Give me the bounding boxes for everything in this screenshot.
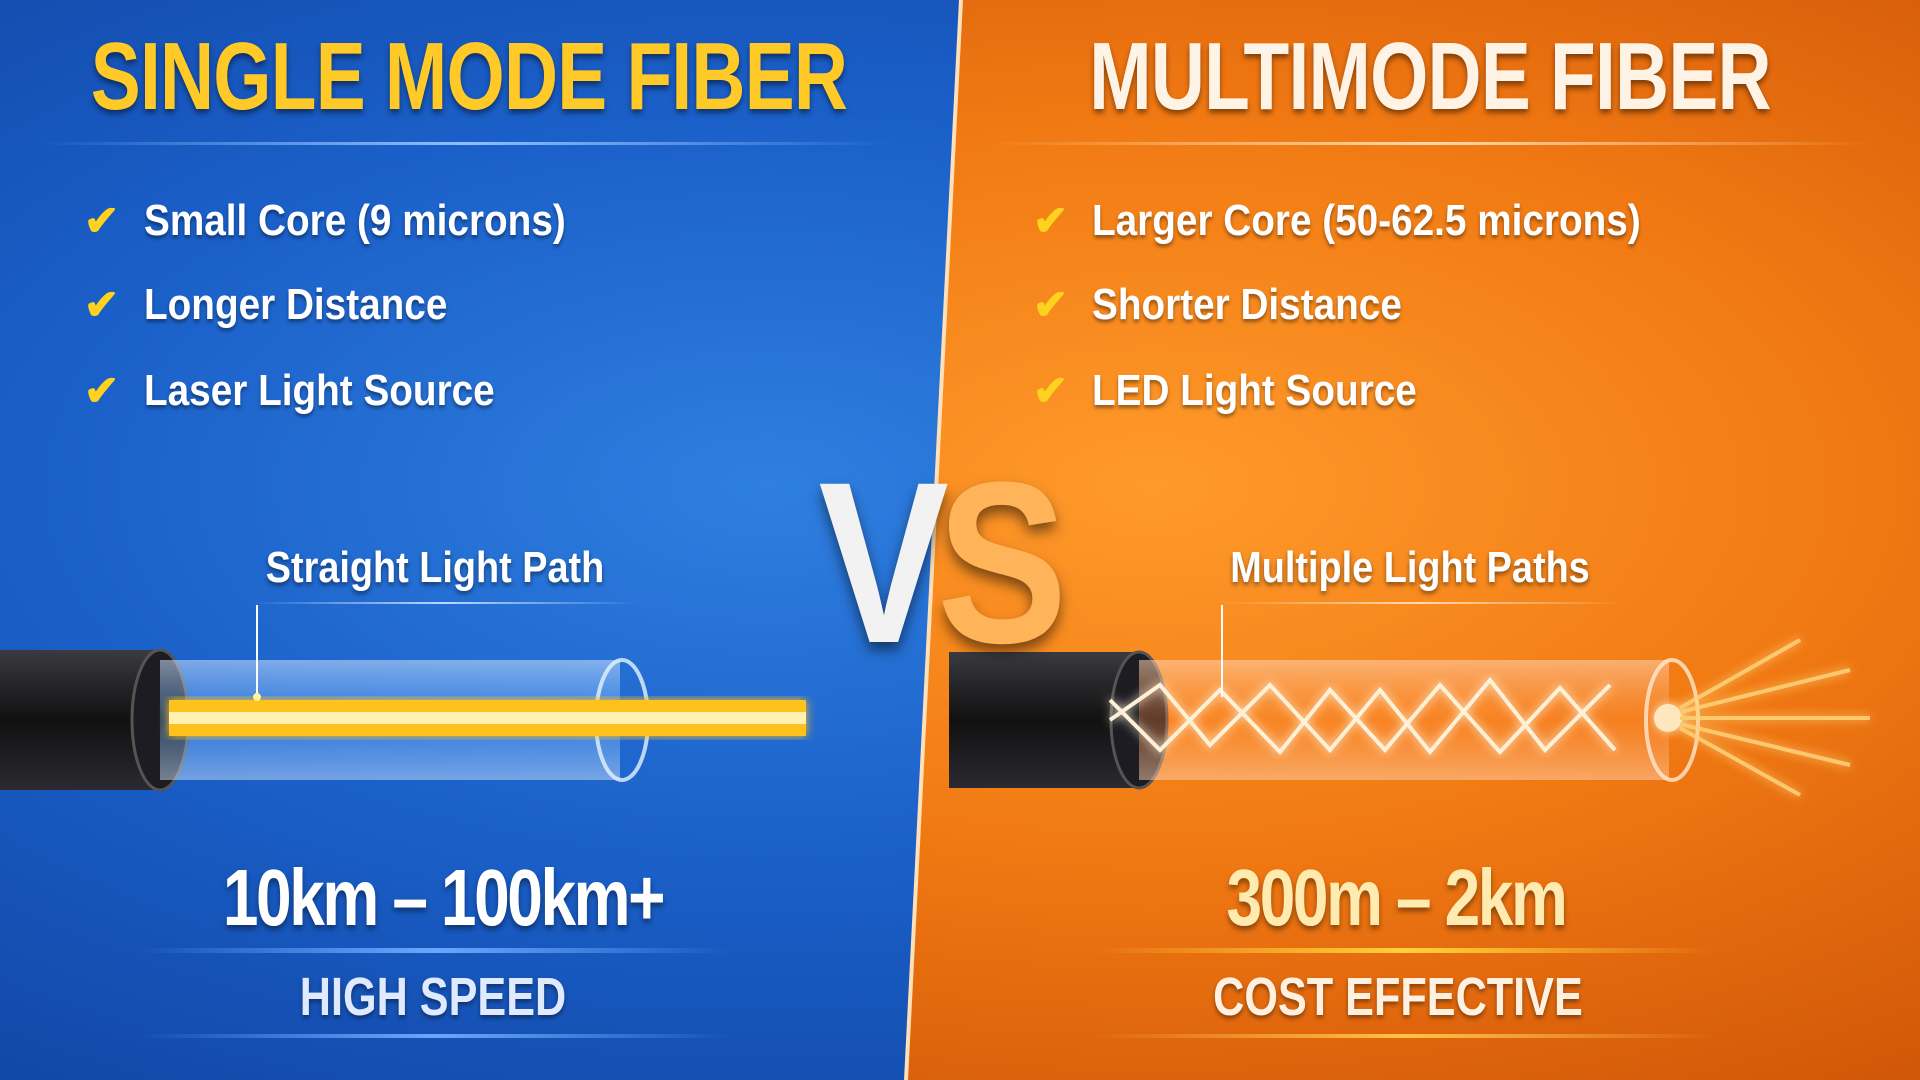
checkmark-icon: ✔	[1033, 281, 1069, 328]
label-underline	[250, 602, 640, 604]
checkmark-icon: ✔	[84, 197, 120, 244]
cost-effective-tag: COST EFFECTIVE	[1213, 967, 1583, 1027]
single-mode-title: SINGLE MODE FIBER	[90, 23, 848, 130]
bullet-item: LED Light Source	[1092, 366, 1417, 415]
label-underline	[1215, 602, 1625, 604]
multimode-range: 300m – 2km	[1226, 853, 1568, 942]
vs-emblem: VS	[818, 430, 1067, 695]
bullet-item: Longer Distance	[144, 280, 448, 329]
range-divider	[1095, 948, 1715, 953]
high-speed-tag: HIGH SPEED	[299, 967, 567, 1027]
multimode-title: MULTIMODE FIBER	[1089, 23, 1771, 130]
multiple-light-paths-label: Multiple Light Paths	[1230, 543, 1590, 592]
checkmark-icon: ✔	[84, 367, 120, 414]
multimode-cable	[949, 605, 1870, 797]
straight-light-path-label: Straight Light Path	[265, 543, 605, 592]
vs-letter-v: V	[818, 434, 948, 691]
light-burst-icon	[1654, 638, 1870, 797]
checkmark-icon: ✔	[1033, 197, 1069, 244]
title-underline	[40, 142, 890, 145]
bottom-divider	[140, 1034, 730, 1038]
checkmark-icon: ✔	[84, 281, 120, 328]
vs-letter-s: S	[937, 434, 1067, 691]
single-mode-cable	[0, 605, 806, 792]
bullet-item: Larger Core (50-62.5 microns)	[1092, 196, 1641, 245]
checkmark-icon: ✔	[1033, 367, 1069, 414]
bullet-item: Small Core (9 microns)	[144, 196, 566, 245]
single-mode-range: 10km – 100km+	[222, 853, 666, 942]
bullet-item: Laser Light Source	[144, 366, 495, 415]
range-divider	[140, 948, 730, 953]
bullet-item: Shorter Distance	[1092, 280, 1402, 329]
title-underline	[985, 142, 1875, 145]
bottom-divider	[1095, 1034, 1715, 1038]
